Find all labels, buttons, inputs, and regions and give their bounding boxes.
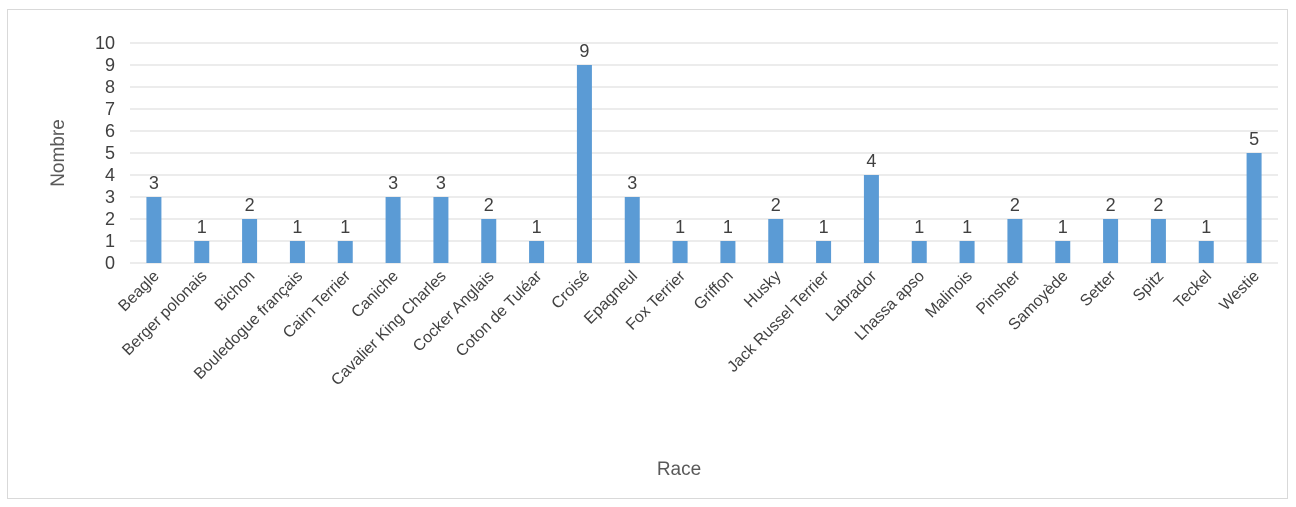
chart-area: 0 1 2 3 4 5 6 7 8 9 10 Beagle Berger polonais Bichon… (7, 9, 1288, 499)
bar (194, 241, 210, 263)
x-tick-label: Coton de Tuléar (453, 267, 546, 360)
y-tick-label: 4 (105, 165, 115, 185)
y-tick-label: 2 (105, 209, 115, 229)
data-label: 1 (962, 217, 972, 237)
data-label: 2 (1010, 195, 1020, 215)
bar (289, 241, 305, 263)
y-tick-label: 0 (105, 253, 115, 273)
data-label: 1 (723, 217, 733, 237)
y-tick-label: 3 (105, 187, 115, 207)
bar (433, 197, 449, 263)
y-tick-label: 7 (105, 99, 115, 119)
x-tick-label: Teckel (1171, 268, 1215, 312)
data-label: 1 (197, 217, 207, 237)
x-tick-label: Beagle (115, 268, 162, 315)
x-tick-label: Spitz (1130, 268, 1167, 305)
data-labels: 3 1 2 1 1 3 3 2 1 9 3 1 1 2 1 4 1 1 2 1 2 2 1 5 (149, 41, 1259, 237)
data-label: 2 (1153, 195, 1163, 215)
bar (1246, 153, 1262, 263)
x-axis-title: Race (657, 459, 701, 480)
data-label: 3 (436, 173, 446, 193)
bar (481, 219, 497, 263)
x-tick-label: Bichon (212, 268, 259, 315)
data-label: 1 (292, 217, 302, 237)
bar (959, 241, 975, 263)
y-tick-label: 6 (105, 121, 115, 141)
data-label: 2 (1106, 195, 1116, 215)
data-label: 3 (388, 173, 398, 193)
bar (1007, 219, 1023, 263)
data-label: 3 (149, 173, 159, 193)
data-label: 1 (819, 217, 829, 237)
bar (385, 197, 401, 263)
x-tick-label: Berger polonais (119, 268, 210, 359)
bar (624, 197, 640, 263)
bar (1198, 241, 1214, 263)
bar (768, 219, 784, 263)
data-label: 1 (1058, 217, 1068, 237)
data-label: 2 (245, 195, 255, 215)
data-label: 1 (675, 217, 685, 237)
y-axis-title: Nombre (48, 119, 69, 187)
bar (672, 241, 688, 263)
data-label: 1 (914, 217, 924, 237)
data-label: 4 (866, 151, 876, 171)
y-tick-label: 9 (105, 55, 115, 75)
y-tick-label: 1 (105, 231, 115, 251)
bar (242, 219, 258, 263)
x-tick-label: Westie (1217, 268, 1263, 314)
x-tick-label: Griffon (691, 268, 737, 314)
gridlines (130, 42, 1278, 264)
x-tick-label: Setter (1077, 267, 1120, 310)
data-label: 2 (484, 195, 494, 215)
x-tick-label: Croisé (549, 268, 594, 313)
data-label: 1 (340, 217, 350, 237)
bar (1055, 241, 1071, 263)
data-label: 5 (1249, 129, 1259, 149)
bar (911, 241, 927, 263)
bar (1103, 219, 1119, 263)
bars (146, 65, 1262, 263)
bar (576, 65, 592, 263)
y-tick-label: 5 (105, 143, 115, 163)
data-label: 9 (579, 41, 589, 61)
bar (863, 175, 879, 263)
bar (337, 241, 353, 263)
y-tick-label: 8 (105, 77, 115, 97)
x-tick-label: Malinois (922, 268, 976, 322)
bar (816, 241, 832, 263)
data-label: 2 (771, 195, 781, 215)
data-label: 1 (532, 217, 542, 237)
x-tick-label: Husky (741, 268, 784, 311)
y-tick-label: 10 (95, 33, 115, 53)
data-label: 3 (627, 173, 637, 193)
data-label: 1 (1201, 217, 1211, 237)
bar (720, 241, 736, 263)
bar (1150, 219, 1166, 263)
bar (529, 241, 545, 263)
bar (146, 197, 162, 263)
